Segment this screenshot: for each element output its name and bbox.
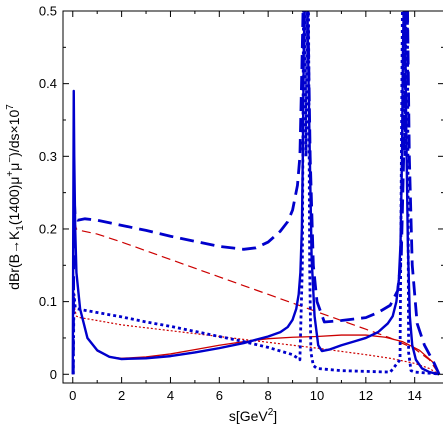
x-tick-label: 12 [359,388,373,403]
tick-layer: 0 2 4 6 8 10 12 14 0 0.1 0.2 0.3 0.4 0.5 [39,4,443,403]
x-tick-label: 4 [167,388,174,403]
y-tick-label: 0.3 [39,149,57,164]
series-layer [71,11,441,376]
x-tick-label: 10 [310,388,324,403]
series-line-6 [71,11,440,376]
y-tick-label: 0.2 [39,221,57,236]
y-tick-label: 0.4 [39,76,57,91]
x-tick-label: 6 [216,388,223,403]
plot-frame [62,10,443,384]
series-line-1 [72,192,440,375]
x-tick-label: 8 [265,388,272,403]
series-line-2 [72,286,440,375]
x-axis-label: s[GeV2] [229,407,277,424]
x-tick-label: 0 [69,388,76,403]
y-tick-label: 0.1 [39,294,57,309]
series-line-3 [72,90,440,375]
y-tick-label: 0.5 [39,4,57,19]
y-axis-label: dBr(B→K1(1400)μ+μ−)/ds×107 [5,104,26,290]
y-tick-label: 0 [50,367,57,382]
x-tick-label: 14 [407,388,421,403]
x-tick-label: 2 [118,388,125,403]
series-line-5 [71,11,440,376]
series-line-4 [71,11,441,375]
